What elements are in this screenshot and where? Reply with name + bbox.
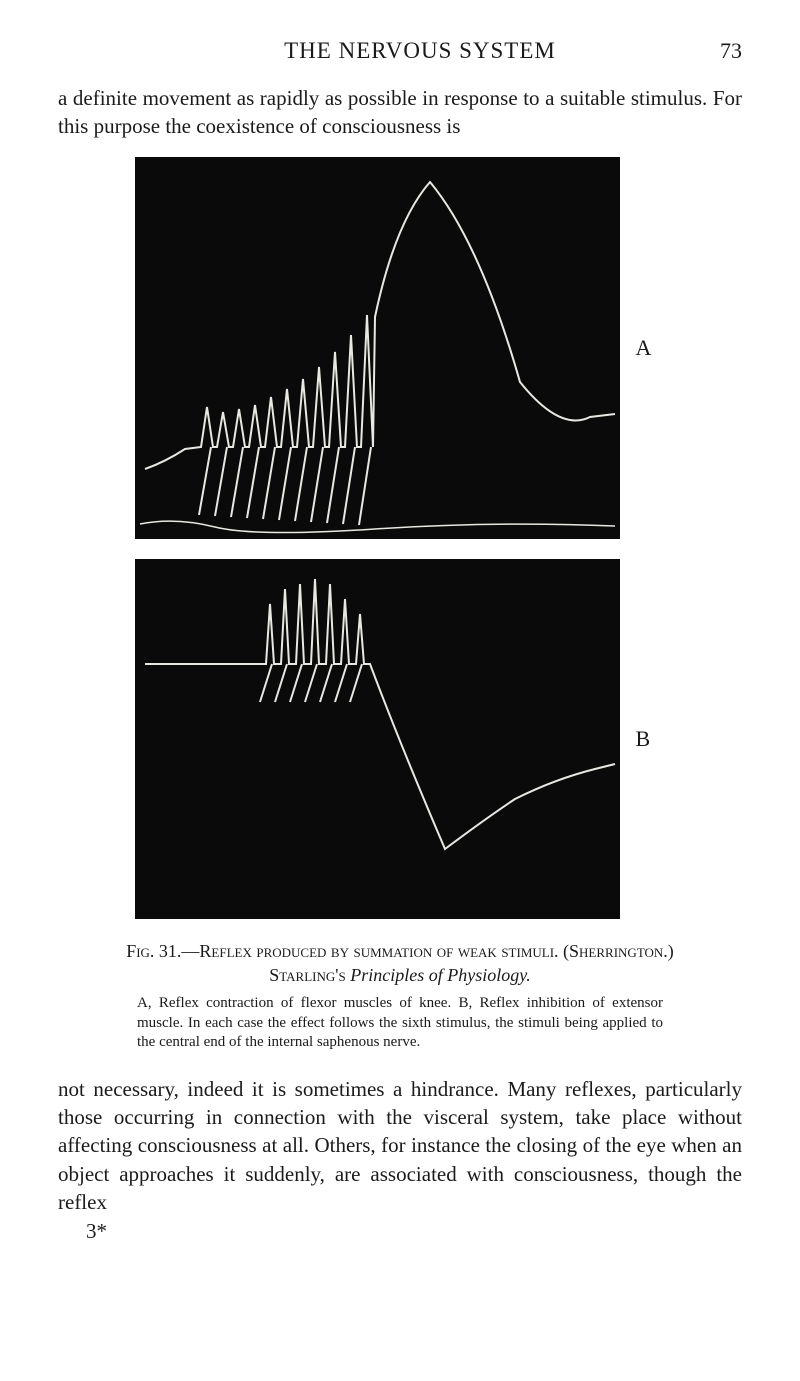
page-title: THE NERVOUS SYSTEM [58,38,702,64]
caption-italic: Principles of Physiology. [350,965,530,985]
figure-panel-b-row: B [58,559,742,919]
figure-label-b: B [636,726,666,752]
bottom-text: not necessary, indeed it is sometimes a … [58,1077,742,1214]
bottom-paragraph: not necessary, indeed it is sometimes a … [58,1075,742,1245]
figure-caption: Fig. 31.—Reflex produced by summation of… [113,939,687,1053]
caption-main: Fig. 31.—Reflex produced by summation of… [113,939,687,988]
page-number: 73 [702,38,742,64]
page-header: THE NERVOUS SYSTEM 73 [58,38,742,64]
figure-panel-b [135,559,620,919]
signature-mark: 3* [58,1217,107,1245]
intro-paragraph: a definite movement as rapidly as possib… [58,84,742,141]
figure-panel-a-row: A [58,157,742,539]
figure-31: A B Fig. 31.—Reflex produced by summatio… [58,157,742,1053]
caption-sub: A, Reflex contraction of flexor muscles … [113,994,687,1053]
figure-panel-a [135,157,620,539]
figure-label-a: A [636,335,666,361]
